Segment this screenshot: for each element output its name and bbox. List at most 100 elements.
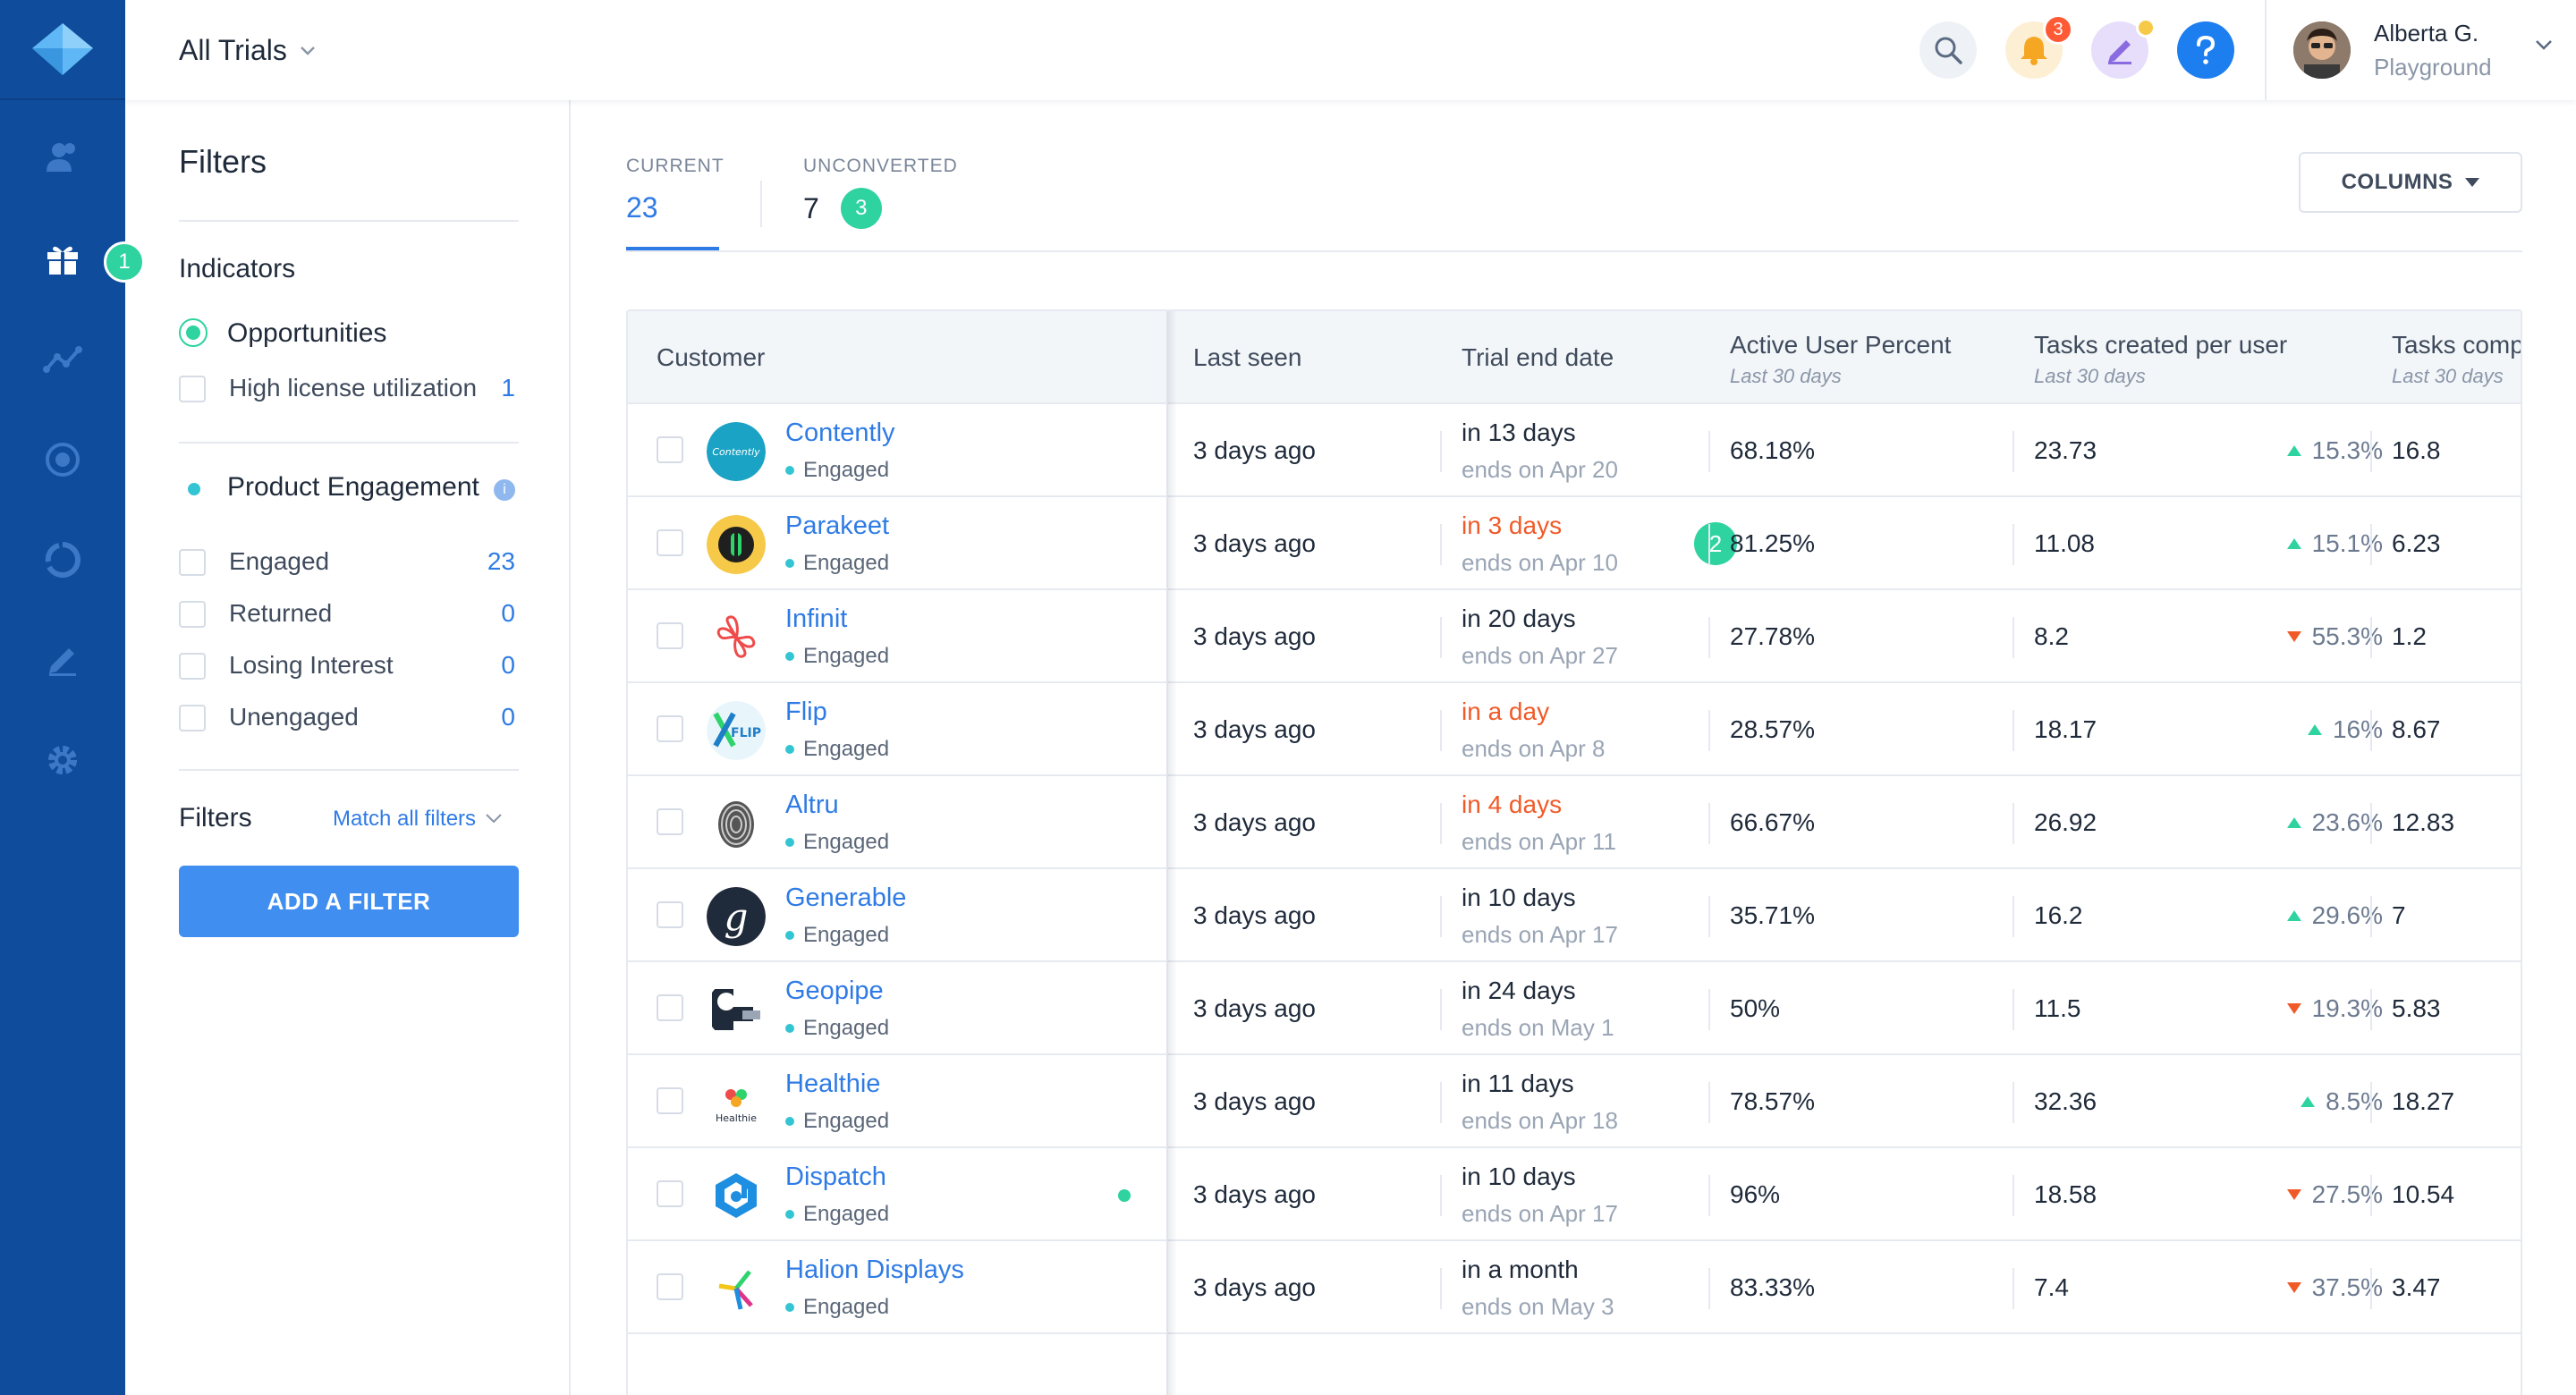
row-checkbox[interactable] bbox=[657, 1087, 683, 1114]
top-bar: All Trials 3 Alberta G. Playground bbox=[125, 0, 2576, 100]
add-filter-button[interactable]: ADD A FILTER bbox=[179, 866, 519, 937]
trend-up-icon bbox=[2286, 445, 2301, 456]
trial-end-date: ends on Apr 11 bbox=[1462, 828, 1616, 855]
match-filters-dropdown[interactable]: Match all filters bbox=[333, 807, 503, 832]
tasks-change-value: 15.3% bbox=[2311, 436, 2383, 464]
tab-unconverted[interactable]: UNCONVERTED 7 3 bbox=[803, 156, 958, 229]
customer-name-link[interactable]: Dispatch bbox=[785, 1162, 886, 1191]
search-button[interactable] bbox=[1919, 21, 1977, 79]
high-license-checkbox[interactable] bbox=[179, 376, 206, 402]
cell-divider bbox=[1440, 1175, 1442, 1216]
svg-text:g: g bbox=[724, 895, 749, 939]
tasks-change: 19.3% bbox=[2204, 994, 2383, 1023]
row-checkbox[interactable] bbox=[657, 622, 683, 649]
col-tasks-created[interactable]: Tasks created per user Last 30 days bbox=[2034, 331, 2287, 388]
cell-divider bbox=[1708, 803, 1710, 844]
trend-down-icon bbox=[2286, 1282, 2301, 1293]
user-menu[interactable]: Alberta G. Playground bbox=[2265, 0, 2576, 100]
tasks-change: 15.3% bbox=[2204, 436, 2383, 465]
active-user-percent: 78.57% bbox=[1730, 1087, 1815, 1115]
row-checkbox[interactable] bbox=[657, 994, 683, 1021]
divider bbox=[179, 769, 519, 771]
last-seen: 3 days ago bbox=[1193, 622, 1316, 650]
search-icon bbox=[1935, 37, 1962, 64]
table-row[interactable]: Contently Contently Engaged 3 days ago in 13… bbox=[628, 404, 2521, 497]
view-selector[interactable]: All Trials bbox=[179, 34, 316, 67]
row-checkbox[interactable] bbox=[657, 808, 683, 835]
customer-name-link[interactable]: Contently bbox=[785, 418, 895, 447]
high-license-label: High license utilization bbox=[229, 374, 478, 402]
trial-remaining: in 10 days bbox=[1462, 884, 1576, 911]
table-row[interactable]: Healthie Healthie Engaged 3 days ago in 11 d… bbox=[628, 1055, 2521, 1148]
cell-divider bbox=[2012, 617, 2014, 658]
status-dot bbox=[785, 745, 794, 754]
tab-separator bbox=[760, 181, 762, 227]
col-active-user[interactable]: Active User Percent Last 30 days bbox=[1730, 331, 1951, 388]
row-checkbox[interactable] bbox=[657, 1180, 683, 1207]
row-checkbox[interactable] bbox=[657, 901, 683, 928]
analytics-icon[interactable] bbox=[36, 333, 89, 386]
gift-icon[interactable] bbox=[36, 232, 89, 286]
engagement-title: Product Engagement bbox=[227, 472, 479, 502]
losing-interest-checkbox[interactable] bbox=[179, 653, 206, 680]
edit-icon[interactable] bbox=[36, 633, 89, 687]
row-checkbox[interactable] bbox=[657, 436, 683, 463]
trial-remaining: in 13 days bbox=[1462, 418, 1576, 446]
table-row[interactable]: Geopipe Engaged 3 days ago in 24 days ends o… bbox=[628, 962, 2521, 1055]
last-seen: 3 days ago bbox=[1193, 1087, 1316, 1115]
trial-remaining: in 24 days bbox=[1462, 976, 1576, 1004]
tasks-created: 23.73 bbox=[2034, 436, 2097, 464]
info-icon[interactable]: i bbox=[494, 479, 515, 501]
customer-name-link[interactable]: Geopipe bbox=[785, 976, 884, 1005]
col-tasks-comp[interactable]: Tasks comp Last 30 days bbox=[2392, 331, 2521, 388]
tasks-completed: 3.47 bbox=[2392, 1273, 2441, 1301]
table-row[interactable]: g Generable Engaged 3 days ago in 10 days end… bbox=[628, 869, 2521, 962]
row-checkbox[interactable] bbox=[657, 715, 683, 742]
table-row[interactable]: Halion Displays Engaged 3 days ago in a mon… bbox=[628, 1241, 2521, 1334]
tab-unconverted-value: 7 bbox=[803, 191, 819, 224]
customer-name-link[interactable]: Infinit bbox=[785, 604, 848, 633]
tab-current[interactable]: CURRENT 23 bbox=[626, 156, 724, 224]
tasks-created: 32.36 bbox=[2034, 1087, 2097, 1115]
settings-icon[interactable] bbox=[36, 733, 89, 787]
row-checkbox[interactable] bbox=[657, 1273, 683, 1300]
engaged-checkbox[interactable] bbox=[179, 549, 206, 576]
returned-checkbox[interactable] bbox=[179, 601, 206, 628]
status-label: Engaged bbox=[803, 737, 890, 761]
row-checkbox[interactable] bbox=[657, 529, 683, 556]
table-row[interactable]: FLIP Flip Engaged 3 days ago in a day ends on… bbox=[628, 683, 2521, 776]
svg-text:Contently: Contently bbox=[712, 446, 760, 458]
trial-end-date: ends on Apr 18 bbox=[1462, 1107, 1618, 1134]
table-row[interactable]: Altru Engaged 3 days ago in 4 days ends on A… bbox=[628, 776, 2521, 869]
col-trial-end[interactable]: Trial end date bbox=[1462, 343, 1614, 371]
col-customer[interactable]: Customer bbox=[657, 343, 766, 371]
unengaged-checkbox[interactable] bbox=[179, 705, 206, 731]
target-icon[interactable] bbox=[36, 433, 89, 486]
customer-name-link[interactable]: Altru bbox=[785, 790, 839, 819]
trial-end-date: ends on May 1 bbox=[1462, 1014, 1614, 1041]
table-row[interactable]: Parakeet Engaged 3 days ago in 3 days ends o… bbox=[628, 497, 2521, 590]
table-row[interactable]: Dispatch Engaged 3 days ago in 10 days ends … bbox=[628, 1148, 2521, 1241]
columns-button[interactable]: COLUMNS bbox=[2299, 152, 2522, 213]
users-icon[interactable] bbox=[36, 131, 89, 184]
trial-end-date: ends on Apr 8 bbox=[1462, 735, 1606, 762]
customer-name-link[interactable]: Healthie bbox=[785, 1070, 881, 1098]
cell-divider bbox=[2370, 710, 2372, 751]
help-button[interactable] bbox=[2177, 21, 2234, 79]
customer-name-link[interactable]: Generable bbox=[785, 884, 907, 912]
tasks-created: 7.4 bbox=[2034, 1273, 2069, 1301]
customer-name-link[interactable]: Parakeet bbox=[785, 512, 890, 540]
cell-divider bbox=[2370, 524, 2372, 565]
table-row[interactable]: Infinit Engaged 3 days ago in 20 days ends o… bbox=[628, 590, 2521, 683]
logo-icon[interactable] bbox=[0, 0, 125, 100]
customer-name-link[interactable]: Halion Displays bbox=[785, 1256, 964, 1284]
cell-divider bbox=[1440, 1268, 1442, 1309]
cell-divider bbox=[2012, 431, 2014, 472]
customer-name-link[interactable]: Flip bbox=[785, 698, 827, 726]
col-last-seen[interactable]: Last seen bbox=[1193, 343, 1302, 371]
segments-icon[interactable] bbox=[36, 533, 89, 587]
status-dot bbox=[785, 1117, 794, 1126]
customer-status: Engaged bbox=[785, 458, 889, 483]
indicators-title: Indicators bbox=[179, 254, 296, 283]
opportunities-radio[interactable] bbox=[179, 318, 208, 347]
